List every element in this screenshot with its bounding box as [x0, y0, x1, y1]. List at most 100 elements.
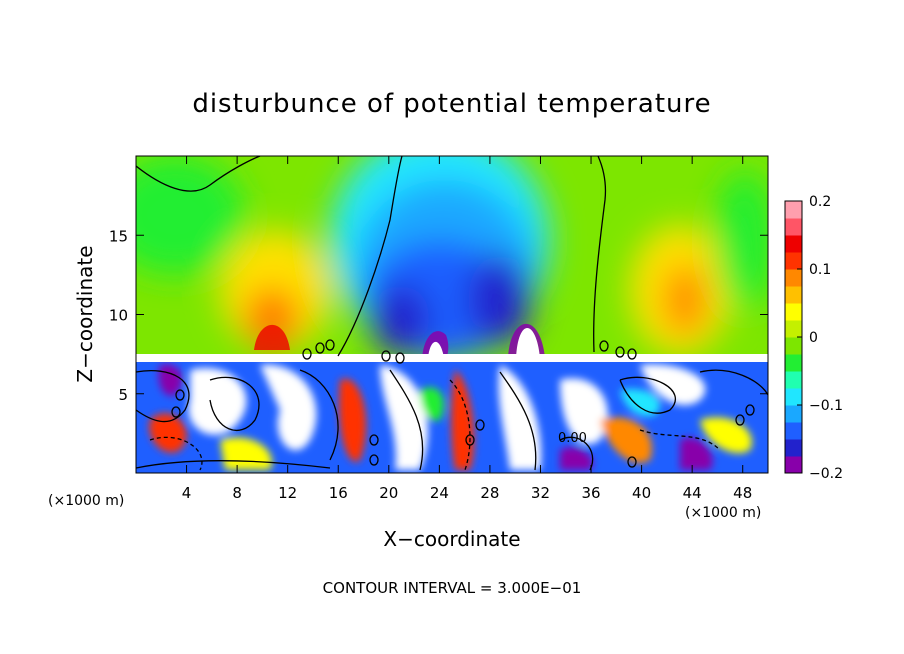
colorbar-swatch	[785, 337, 802, 355]
x-tick-label: 16	[329, 484, 348, 502]
colorbar-swatch	[785, 405, 802, 423]
y-axis-label: Z−coordinate	[73, 245, 97, 382]
y-axis: 5 10 15	[109, 227, 768, 404]
colorbar-swatch	[785, 269, 802, 287]
field-blob-orange-right	[665, 265, 705, 335]
contour-ring-a	[302, 348, 312, 360]
lower-turbulence	[136, 358, 768, 473]
contour-lower-f	[559, 436, 594, 471]
x-tick-label: 8	[232, 484, 242, 502]
colorbar-swatch	[785, 422, 802, 440]
colorbar-swatch	[785, 354, 802, 372]
contour-lower-b	[209, 376, 260, 431]
colorbar-swatch	[785, 320, 802, 338]
x-tick-label: 20	[379, 484, 398, 502]
contour-lower-c	[299, 369, 339, 461]
contour-ring-h	[627, 348, 637, 360]
contour-lower-d	[389, 369, 424, 471]
x-tick-label: 44	[683, 484, 702, 502]
contour-ring-q	[627, 456, 637, 468]
x-tick-label: 24	[430, 484, 449, 502]
contour-top-left	[136, 156, 261, 192]
x-tick-label: 40	[632, 484, 651, 502]
colorbar-tick-label: −0.2	[809, 466, 843, 482]
contour-ring-f	[599, 340, 609, 352]
colorbar-tick-label: 0	[809, 330, 818, 346]
contour-lines	[136, 156, 768, 471]
colorbar-swatch	[785, 439, 802, 457]
contour-dashed-a	[149, 436, 203, 471]
turb-yellow-b	[700, 417, 752, 454]
peak-white-b	[516, 328, 540, 358]
turb-purple-b	[560, 447, 593, 470]
y-tick-label: 15	[109, 227, 128, 245]
turb-red-b	[339, 378, 367, 462]
turb-white-d	[498, 365, 541, 470]
x-tick-label: 48	[733, 484, 752, 502]
contour-zero-right	[593, 156, 607, 353]
contour-ring-k	[369, 434, 379, 446]
colorbar-swatch	[785, 286, 802, 304]
contour-interval-note: CONTOUR INTERVAL = 3.000E−01	[323, 579, 582, 597]
chart-title: disturbunce of potential temperature	[192, 89, 711, 119]
contour-lower-g	[619, 376, 677, 414]
field-blob-green-right	[715, 170, 768, 310]
x-tick-label: 32	[531, 484, 550, 502]
y-tick-label: 5	[118, 386, 128, 404]
contour-bottom	[136, 460, 331, 469]
colorbar: −0.2 −0.1 0 0.1 0.2	[784, 194, 843, 482]
x-tick-label: 36	[581, 484, 600, 502]
colorbar-swatch	[785, 201, 802, 219]
contour-ring-l	[369, 454, 379, 466]
colorbar-swatch	[785, 218, 802, 236]
turb-white-c	[380, 365, 428, 470]
colorbar-swatch	[785, 303, 802, 321]
plot-area: 0.00	[136, 156, 768, 473]
turb-white-b	[260, 364, 317, 451]
x-tick-label: 4	[182, 484, 192, 502]
colorbar-swatch	[785, 235, 802, 253]
upper-field	[136, 156, 768, 360]
x-unit-right: (×1000 m)	[685, 505, 761, 521]
peak-red-left	[254, 324, 290, 350]
colorbar-swatch	[785, 371, 802, 389]
contour-ring-g	[615, 346, 625, 358]
turb-white-a	[188, 368, 247, 435]
turb-green-a	[420, 387, 444, 421]
contour-ring-j	[171, 406, 181, 418]
contour-ring-b	[315, 342, 325, 354]
field-blob-orange-left	[246, 288, 298, 348]
contour-lower-e	[499, 371, 537, 471]
x-unit-left: (×1000 m)	[48, 493, 124, 509]
contour-lower-h	[699, 369, 768, 396]
contour-ring-e	[395, 352, 405, 364]
x-axis: 4 8 12 16 20 24 28 32 36 40 44 48	[182, 156, 752, 502]
contour-ring-n	[475, 419, 485, 431]
contour-dashed-c	[639, 429, 721, 451]
y-tick-label: 10	[109, 307, 128, 325]
x-tick-label: 28	[480, 484, 499, 502]
colorbar-tick-label: 0.1	[809, 262, 831, 278]
turb-purple-c	[680, 437, 713, 470]
turb-cyan-a	[620, 389, 661, 417]
turb-orange-a	[600, 417, 652, 464]
contour-ring-m	[465, 434, 475, 446]
contour-ring-i	[175, 389, 185, 401]
colorbar-swatch	[785, 456, 802, 474]
colorbar-swatch	[785, 252, 802, 270]
contour-ring-d	[381, 350, 391, 362]
peak-white-a	[428, 341, 444, 358]
contour-lower-a	[136, 370, 190, 423]
interface-band	[136, 354, 768, 362]
contour-dashed-b	[449, 379, 471, 471]
turb-white-e	[560, 378, 608, 445]
turb-red-a	[149, 413, 187, 453]
colorbar-tick-label: 0.2	[809, 194, 831, 210]
turb-white-f	[640, 364, 706, 406]
contour-ring-c	[325, 339, 335, 351]
x-tick-label: 12	[278, 484, 297, 502]
contour-value-label: 0.00	[558, 431, 587, 446]
x-axis-label: X−coordinate	[383, 527, 520, 551]
upper-peaks	[254, 323, 545, 358]
contour-zero-left	[337, 156, 403, 357]
